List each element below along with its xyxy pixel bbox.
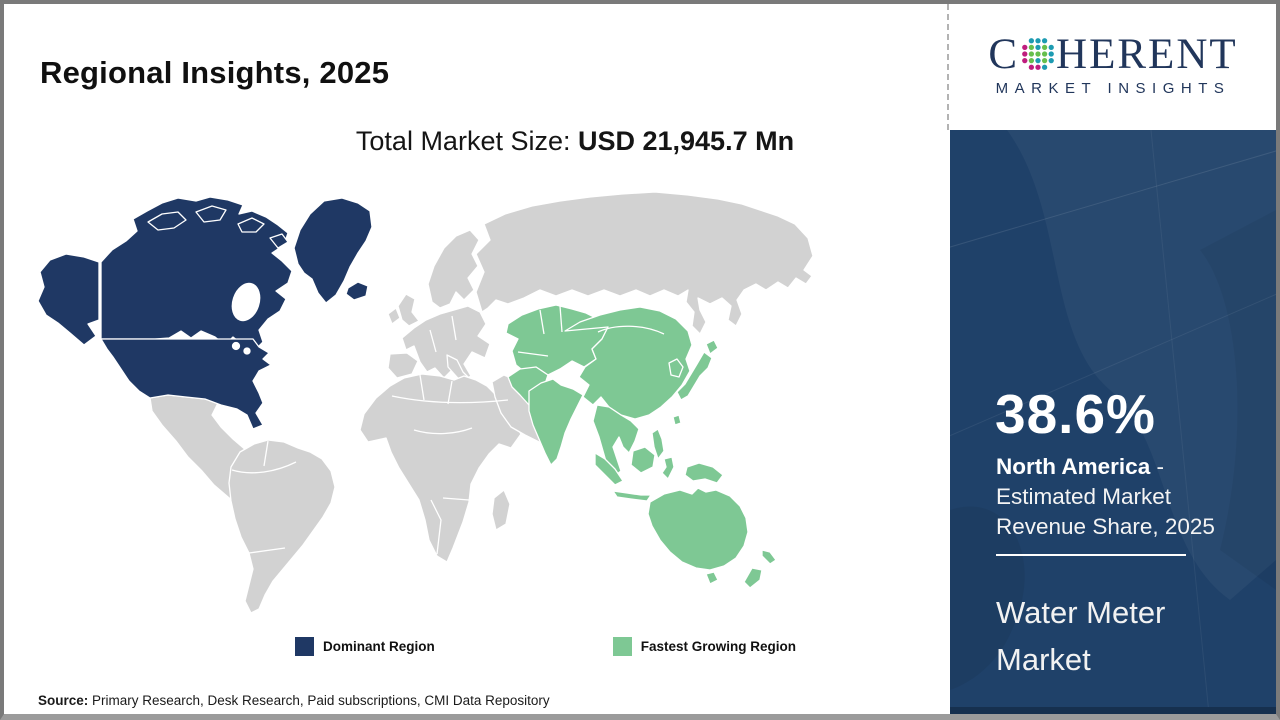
logo-tagline: MARKET INSIGHTS: [995, 80, 1231, 97]
legend-item-dominant: Dominant Region: [295, 637, 435, 656]
market-name: Water Meter Market: [996, 595, 1166, 677]
sidebar-map-texture: [950, 130, 1276, 714]
sidebar-divider: [996, 554, 1186, 556]
stats-sidebar: 38.6% North America - Estimated Market R…: [950, 130, 1276, 714]
market-share-region: North America: [996, 454, 1151, 479]
source-label: Source:: [38, 693, 89, 708]
fastest-growing-region-label: Fastest Growing Region: [640, 639, 797, 654]
globe-dots-icon: [1022, 37, 1054, 70]
total-market-size-value: USD 21,945.7 Mn: [577, 126, 795, 156]
brand-logo: C HERENT MARKET INSIGHTS: [950, 0, 1276, 130]
total-market-size-label: Total Market Size:: [355, 126, 578, 156]
logo-wordmark: C HERENT: [988, 33, 1237, 76]
dominant-region-swatch: [295, 637, 314, 656]
logo-letter-c: C: [988, 31, 1020, 78]
fastest-growing-region-swatch: [612, 637, 632, 656]
source-line: Source: Primary Research, Desk Research,…: [38, 693, 550, 708]
legend-item-growing: Fastest Growing Region: [612, 637, 797, 656]
region-north-america: [37, 196, 373, 430]
source-text: Primary Research, Desk Research, Paid su…: [88, 693, 550, 708]
market-share-desc-rest: - Estimated Market Revenue Share, 2025: [996, 454, 1215, 539]
market-share-description: North America - Estimated Market Revenue…: [996, 452, 1260, 542]
market-share-value: 38.6%: [995, 383, 1156, 445]
region-asia-pacific: [505, 304, 777, 589]
world-map: [37, 191, 814, 614]
total-market-size: Total Market Size: USD 21,945.7 Mn: [200, 126, 950, 157]
dominant-region-label: Dominant Region: [323, 639, 435, 654]
logo-letters-rest: HERENT: [1056, 31, 1238, 78]
page-title: Regional Insights, 2025: [40, 54, 390, 90]
map-legend: Dominant Region Fastest Growing Region: [295, 637, 796, 656]
dashed-separator: [947, 4, 949, 130]
